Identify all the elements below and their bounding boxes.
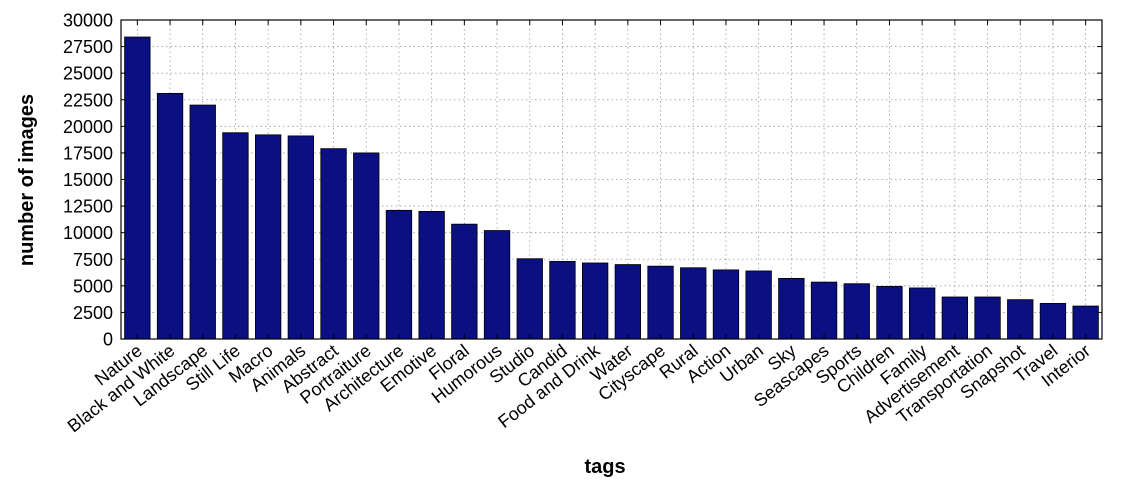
y-axis-label: number of images xyxy=(16,94,38,266)
axis-ticks xyxy=(121,19,1102,340)
bar-abstract xyxy=(320,148,347,340)
bar-candid xyxy=(549,260,576,340)
y-tick-label: 20000 xyxy=(63,117,113,137)
y-tick-label: 5000 xyxy=(73,276,113,296)
y-tick-labels: 0 2500 5000 7500 10000 12500 15000 17500 20000 22… xyxy=(63,11,113,350)
bar-animals xyxy=(287,135,315,340)
bar-children xyxy=(876,285,903,340)
bar-rural xyxy=(680,267,707,340)
bar-still-life xyxy=(222,132,249,340)
y-tick-label: 17500 xyxy=(63,143,113,163)
bar-urban xyxy=(745,270,772,340)
bar-nature xyxy=(124,36,151,340)
bar-portraiture xyxy=(353,152,380,340)
y-tick-label: 22500 xyxy=(63,90,113,110)
bar-cityscape xyxy=(647,265,674,340)
x-axis-label: tags xyxy=(584,456,625,478)
bar-black-and-white xyxy=(156,92,184,340)
bars xyxy=(124,36,1099,340)
y-tick-label: 0 xyxy=(103,330,113,350)
bar-advertisement xyxy=(941,296,969,340)
bar-studio xyxy=(516,258,543,340)
bar-action xyxy=(712,269,740,340)
y-tick-label: 15000 xyxy=(63,170,113,190)
bar-sports xyxy=(843,283,870,340)
bar-sky xyxy=(778,277,805,340)
y-tick-label: 30000 xyxy=(63,11,113,31)
y-tick-label: 2500 xyxy=(73,303,113,323)
bar-transportation xyxy=(974,296,1001,340)
bar-travel xyxy=(1039,302,1067,340)
bar-snapshot xyxy=(1007,299,1034,340)
y-tick-label: 12500 xyxy=(63,197,113,217)
bar-landscape xyxy=(189,104,216,340)
bar-food-and-drink xyxy=(581,262,609,340)
y-tick-label: 25000 xyxy=(63,64,113,84)
y-tick-label: 10000 xyxy=(63,223,113,243)
bar-macro xyxy=(254,134,282,340)
bar-emotive xyxy=(418,210,445,340)
bar-family xyxy=(908,287,936,340)
bar-floral xyxy=(451,223,478,340)
y-tick-label: 7500 xyxy=(73,250,113,270)
bar-humorous xyxy=(483,230,511,340)
bar-architecture xyxy=(385,209,413,340)
y-tick-label: 27500 xyxy=(63,37,113,57)
bar-water xyxy=(614,264,642,340)
bar-seascapes xyxy=(810,281,838,340)
